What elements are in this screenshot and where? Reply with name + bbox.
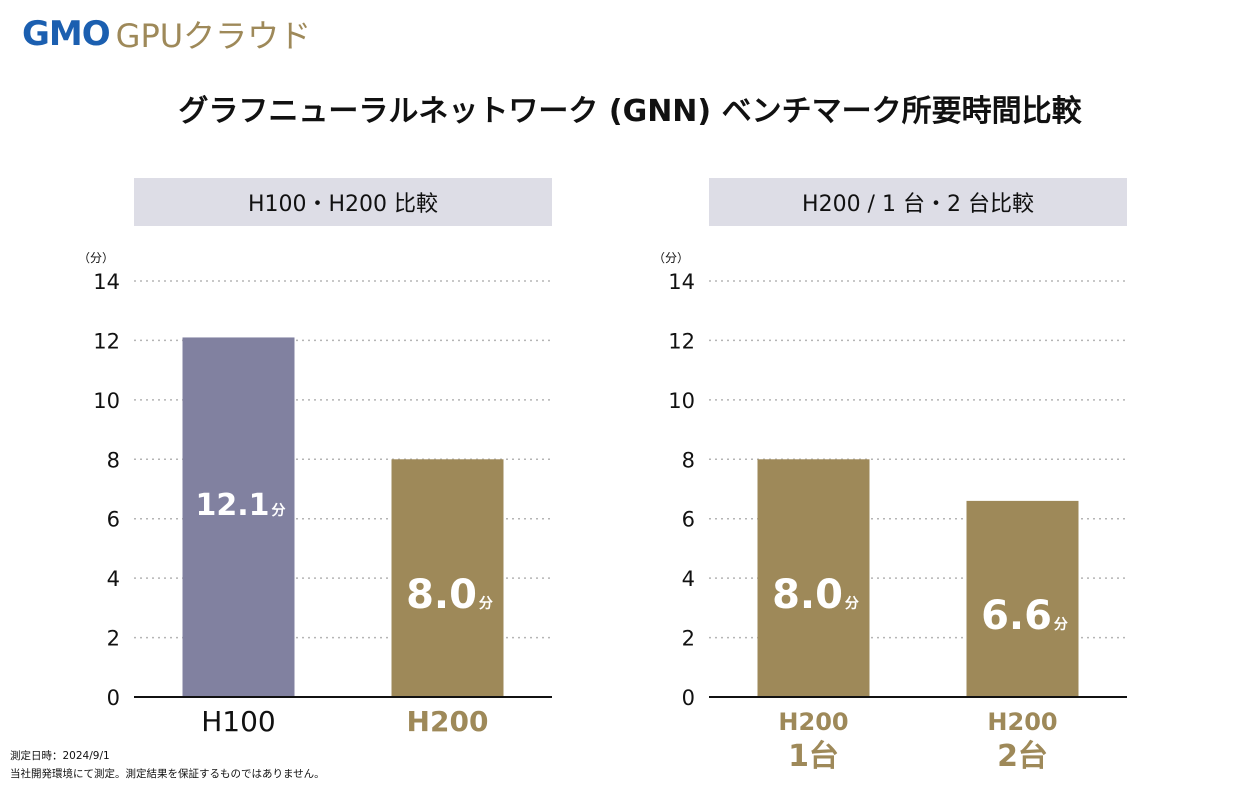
x-tick-label: H200 <box>987 708 1057 736</box>
y-tick-label: 10 <box>668 389 695 413</box>
y-tick-label: 14 <box>93 270 120 294</box>
logo-gpu-cloud: GPUクラウド <box>115 17 312 55</box>
bar <box>966 500 1079 697</box>
chart-title: H100・H200 比較 <box>134 178 552 226</box>
y-tick-label: 0 <box>682 686 695 710</box>
y-tick-label: 12 <box>668 329 695 353</box>
chart-panel-h200-nodes: H200 / 1 台・2 台比較 （分） 0 2 4 6 8 10 12 14 8.0 分 H200 1… <box>645 178 1225 778</box>
y-tick-label: 0 <box>107 686 120 710</box>
data-label: 8.0 <box>406 572 477 618</box>
data-label-unit: 分 <box>479 596 493 612</box>
x-tick-label-sub: 1台 <box>788 739 839 774</box>
logo-gmo: GMO <box>22 14 111 54</box>
y-tick-label: 4 <box>682 567 695 591</box>
y-tick-label: 6 <box>682 508 695 532</box>
footnote-date: 測定日時：2024/9/1 <box>10 750 110 762</box>
bar <box>391 459 504 697</box>
y-tick-label: 2 <box>107 627 120 651</box>
y-tick-label: 8 <box>682 448 695 472</box>
brand-logo: GMO GPUクラウド <box>22 14 312 55</box>
y-tick-label: 8 <box>107 448 120 472</box>
x-tick-label: H100 <box>201 705 276 738</box>
y-tick-label: 2 <box>682 627 695 651</box>
data-label-unit: 分 <box>1054 617 1068 633</box>
chart-panel-h100-h200: H100・H200 比較 （分） 0 2 4 6 8 10 12 14 12.1 分 H100 8.0 分… <box>70 178 650 778</box>
y-tick-label: 4 <box>107 567 120 591</box>
bar <box>757 459 870 697</box>
chart-title: H200 / 1 台・2 台比較 <box>709 178 1127 226</box>
y-axis-unit-label: （分） <box>653 251 689 265</box>
data-label: 8.0 <box>772 572 843 618</box>
x-tick-label: H200 <box>407 705 489 738</box>
y-tick-label: 10 <box>93 389 120 413</box>
data-label-unit: 分 <box>845 596 859 612</box>
y-tick-label: 12 <box>93 329 120 353</box>
data-label-unit: 分 <box>272 503 286 519</box>
y-axis-unit-label: （分） <box>78 251 114 265</box>
data-label: 6.6 <box>981 593 1052 639</box>
x-tick-label: H200 <box>778 708 848 736</box>
page-title: グラフニューラルネットワーク (GNN) ベンチマーク所要時間比較 <box>178 94 1082 129</box>
footnote-disclaimer: 当社開発環境にて測定。測定結果を保証するものではありません。 <box>10 768 325 780</box>
x-tick-label-sub: 2台 <box>997 739 1048 774</box>
bar <box>182 337 295 697</box>
y-tick-label: 14 <box>668 270 695 294</box>
data-label: 12.1 <box>195 488 269 523</box>
y-tick-label: 6 <box>107 508 120 532</box>
